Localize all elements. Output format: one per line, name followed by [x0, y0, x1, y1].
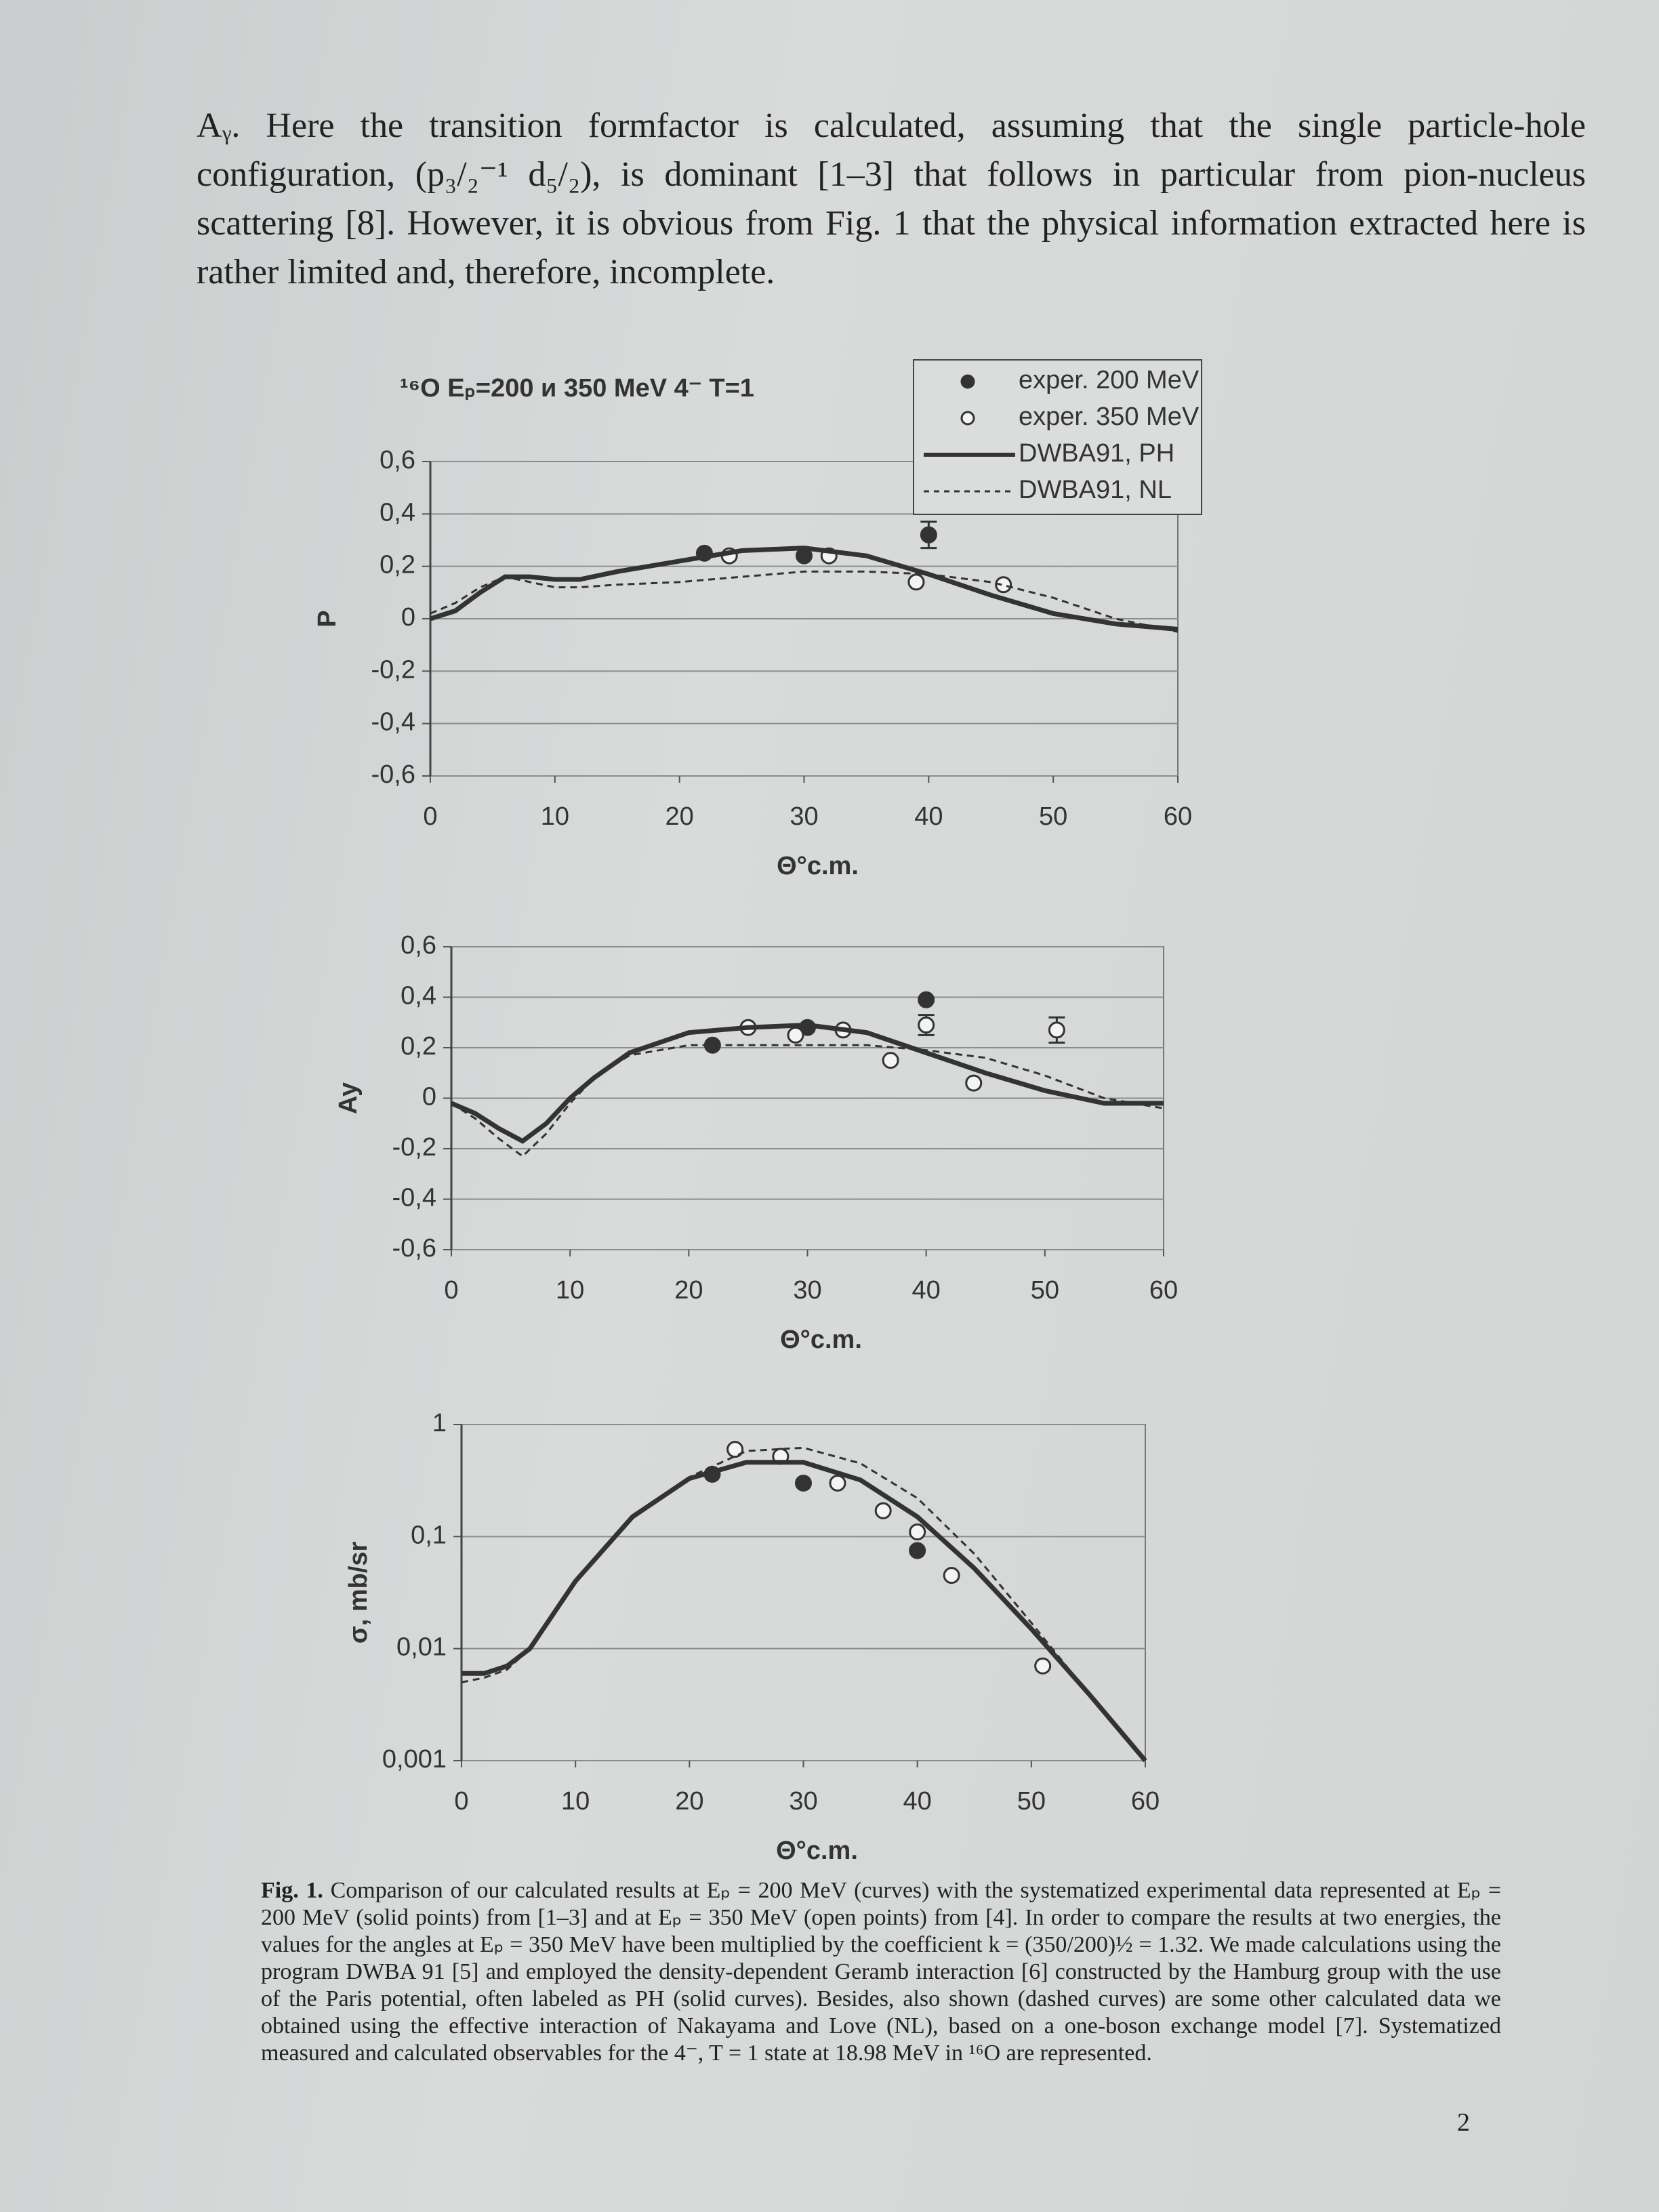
- y-axis-label: Ay: [334, 1082, 363, 1114]
- legend-marker: [960, 374, 975, 389]
- x-tick-label: 40: [903, 1787, 932, 1816]
- data-point: [795, 1474, 812, 1492]
- x-tick-label: 40: [914, 802, 943, 831]
- curve: [450, 1022, 1164, 1144]
- data-point: [1048, 1021, 1065, 1039]
- x-tick-label: 60: [1164, 802, 1192, 831]
- y-tick-label: 0,2: [401, 1032, 436, 1061]
- legend-label: DWBA91, NL: [1019, 476, 1172, 504]
- curve: [430, 570, 1179, 633]
- data-point: [918, 1016, 935, 1033]
- data-point: [920, 526, 937, 544]
- y-tick-label: -0,4: [371, 708, 415, 737]
- curve: [429, 546, 1179, 632]
- y-tick-label: -0,2: [392, 1133, 436, 1162]
- data-point: [1034, 1657, 1052, 1675]
- legend-label: exper. 200 MeV: [1019, 366, 1200, 394]
- x-tick-label: 40: [912, 1276, 941, 1305]
- curve: [461, 1446, 1147, 1761]
- y-tick-label: -0,6: [392, 1234, 436, 1263]
- y-tick-label: 0,6: [401, 931, 436, 960]
- x-axis-label: Θ°c.m.: [780, 1326, 862, 1354]
- legend-label: exper. 350 MeV: [1019, 403, 1200, 431]
- data-point: [907, 573, 925, 591]
- x-tick-label: 50: [1039, 802, 1067, 831]
- legend-box: [913, 359, 1202, 515]
- y-tick-label: 0,2: [380, 551, 415, 579]
- y-tick-label: -0,2: [371, 655, 415, 684]
- x-tick-label: 10: [556, 1276, 584, 1305]
- caption-text: Comparison of our calculated results at …: [261, 1878, 1502, 2066]
- data-point: [965, 1074, 983, 1092]
- x-tick-label: 0: [454, 1787, 468, 1816]
- data-point: [726, 1441, 744, 1458]
- y-tick-label: 0: [401, 603, 415, 632]
- y-tick-label: 0,1: [411, 1521, 447, 1549]
- data-point: [909, 1523, 926, 1540]
- y-tick-label: 0,4: [401, 982, 436, 1010]
- legend-marker: [960, 411, 975, 426]
- paragraph: Aᵧ. Here the transition formfactor is ca…: [197, 106, 1586, 291]
- data-point: [995, 576, 1012, 594]
- x-tick-label: 0: [444, 1276, 458, 1305]
- y-tick-label: 0,4: [380, 498, 415, 527]
- x-axis-label: Θ°c.m.: [776, 1837, 858, 1865]
- x-tick-label: 50: [1017, 1787, 1046, 1816]
- x-tick-label: 10: [541, 802, 569, 831]
- y-tick-label: 0,001: [382, 1745, 447, 1774]
- y-tick-label: 0,6: [380, 446, 415, 474]
- x-tick-label: 0: [423, 802, 437, 831]
- chart-title: ¹⁶O Eₚ=200 и 350 MeV 4⁻ T=1: [400, 374, 754, 403]
- y-axis-label: P: [313, 610, 342, 627]
- data-point: [829, 1474, 846, 1492]
- x-tick-label: 30: [793, 1276, 821, 1305]
- caption-label: Fig. 1.: [261, 1878, 323, 1903]
- page-number: 2: [1457, 2108, 1470, 2137]
- x-tick-label: 30: [789, 1787, 817, 1816]
- caption: Fig. 1. Comparison of our calculated res…: [261, 1877, 1501, 2067]
- x-tick-label: 20: [675, 1787, 703, 1816]
- y-tick-label: -0,4: [392, 1184, 436, 1212]
- curve: [451, 1044, 1164, 1158]
- data-point: [882, 1052, 899, 1069]
- x-tick-label: 60: [1131, 1787, 1160, 1816]
- y-tick-label: -0,6: [371, 760, 415, 789]
- x-tick-label: 20: [674, 1276, 703, 1305]
- x-tick-label: 60: [1149, 1276, 1178, 1305]
- x-tick-label: 50: [1031, 1276, 1059, 1305]
- data-point: [874, 1502, 892, 1519]
- curve: [462, 1460, 1147, 1763]
- y-axis-label: σ, mb/sr: [344, 1541, 373, 1643]
- x-tick-label: 30: [790, 802, 818, 831]
- data-point: [918, 991, 935, 1008]
- data-point: [909, 1542, 926, 1559]
- x-axis-label: Θ°c.m.: [777, 852, 859, 880]
- y-tick-label: 0: [422, 1083, 436, 1111]
- data-point: [787, 1026, 804, 1044]
- x-tick-label: 10: [561, 1787, 590, 1816]
- legend-label: DWBA91, PH: [1019, 439, 1174, 468]
- x-tick-label: 20: [665, 802, 694, 831]
- y-tick-label: 0,01: [396, 1633, 447, 1662]
- y-tick-label: 1: [432, 1409, 447, 1437]
- data-point: [943, 1567, 960, 1584]
